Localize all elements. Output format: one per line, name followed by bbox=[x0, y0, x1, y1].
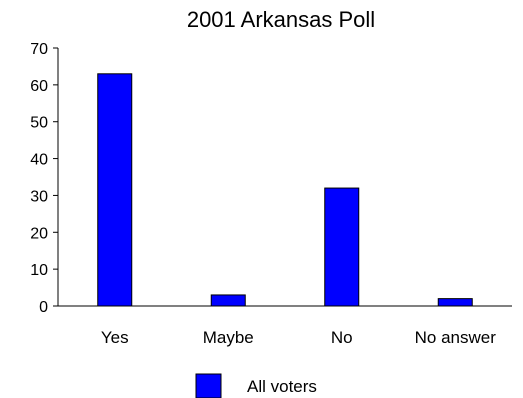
bar-yes bbox=[97, 73, 133, 307]
bar-maybe bbox=[210, 294, 246, 307]
y-tick-label: 40 bbox=[30, 152, 48, 169]
x-axis-labels: Yes Maybe No No answer bbox=[101, 328, 496, 347]
legend-swatch-all-voters bbox=[195, 373, 222, 398]
y-tick-label: 60 bbox=[30, 78, 48, 95]
y-tick-label: 70 bbox=[30, 41, 48, 58]
bar-no bbox=[324, 187, 360, 307]
bar-no-answer bbox=[437, 298, 473, 307]
x-category-label: Yes bbox=[101, 328, 129, 347]
y-tick-label: 30 bbox=[30, 188, 48, 205]
legend: All voters bbox=[195, 373, 317, 398]
x-category-label: Maybe bbox=[203, 328, 254, 347]
chart-title: 2001 Arkansas Poll bbox=[187, 7, 375, 32]
y-tick-label: 50 bbox=[30, 115, 48, 132]
bars bbox=[97, 73, 473, 307]
y-tick-label: 20 bbox=[30, 225, 48, 242]
y-axis-ticks: 0 10 20 30 40 50 60 70 bbox=[30, 41, 58, 316]
legend-label-all-voters: All voters bbox=[247, 377, 317, 396]
y-tick-label: 10 bbox=[30, 262, 48, 279]
x-category-label: No bbox=[331, 328, 353, 347]
x-category-label: No answer bbox=[415, 328, 497, 347]
y-tick-label: 0 bbox=[39, 299, 48, 316]
